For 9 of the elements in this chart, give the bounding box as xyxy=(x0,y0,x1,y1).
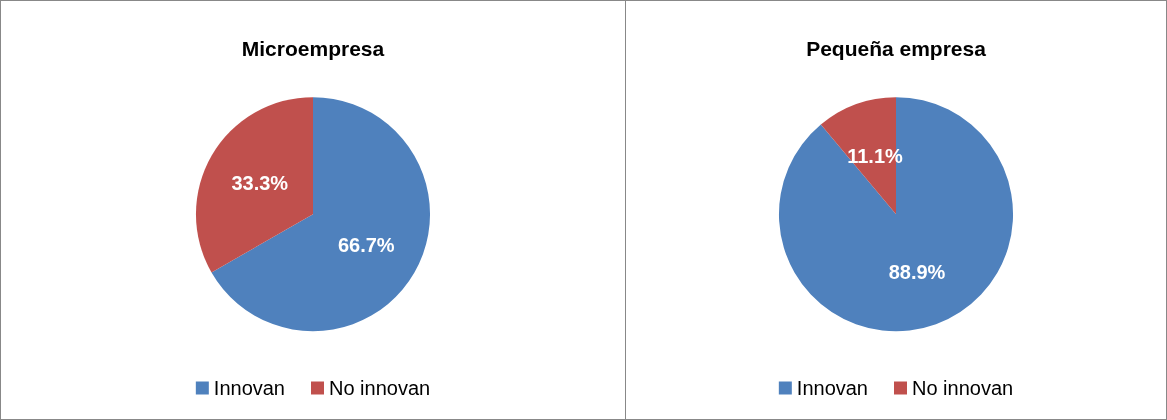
chart-title: Microempresa xyxy=(241,37,385,60)
legend-label: No innovan xyxy=(912,377,1014,399)
chart-title: Pequeña empresa xyxy=(806,37,987,60)
data-label: 66.7% xyxy=(337,234,395,256)
legend-label: No innovan xyxy=(329,377,431,399)
data-label: 88.9% xyxy=(888,261,946,283)
legend-label: Innovan xyxy=(213,377,285,399)
data-label: 33.3% xyxy=(231,172,289,195)
legend-label: Innovan xyxy=(796,377,868,399)
